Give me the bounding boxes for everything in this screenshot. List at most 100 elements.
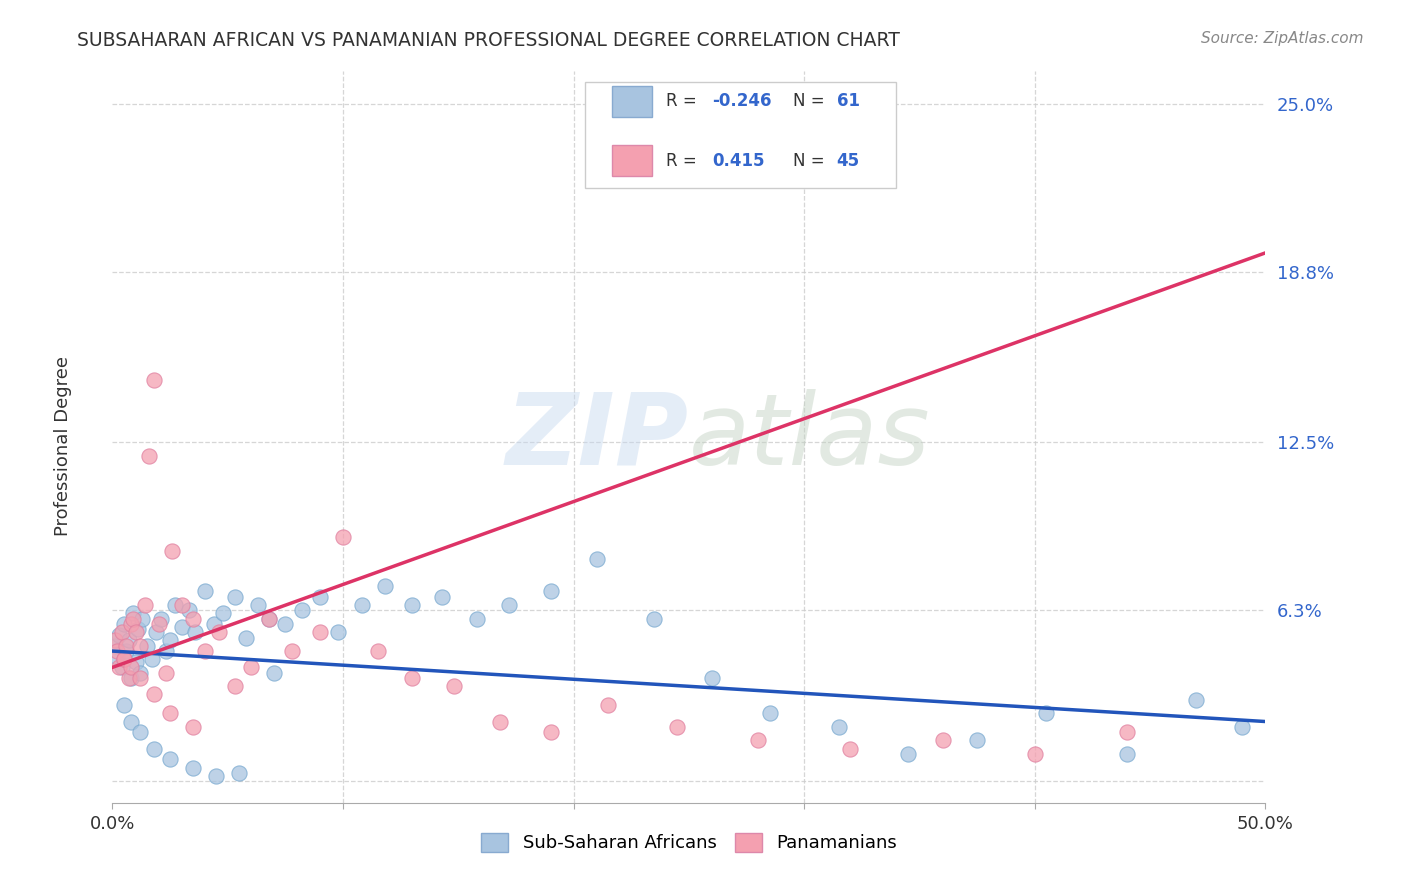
Point <box>259 611 281 625</box>
Point <box>145 625 167 640</box>
Point <box>212 606 235 620</box>
Point <box>122 611 145 625</box>
Point <box>239 660 262 674</box>
Point <box>108 660 131 674</box>
Point <box>328 625 350 640</box>
Point <box>159 706 181 721</box>
Point <box>129 665 152 680</box>
Point <box>105 644 128 658</box>
Point <box>228 766 250 780</box>
Point <box>350 598 373 612</box>
Text: Source: ZipAtlas.com: Source: ZipAtlas.com <box>1201 31 1364 46</box>
Bar <box>612 86 652 117</box>
Point <box>1232 720 1254 734</box>
Point <box>598 698 620 713</box>
Point <box>155 665 177 680</box>
Point <box>141 652 163 666</box>
Text: -0.246: -0.246 <box>711 93 772 111</box>
Point <box>143 373 166 387</box>
Point <box>131 611 153 625</box>
Point <box>111 625 134 640</box>
Point <box>112 698 135 713</box>
Point <box>489 714 512 729</box>
Point <box>966 733 988 747</box>
Point <box>122 606 145 620</box>
Legend: Sub-Saharan Africans, Panamanians: Sub-Saharan Africans, Panamanians <box>474 826 904 860</box>
Point <box>540 584 562 599</box>
Point <box>194 584 217 599</box>
Point <box>246 598 269 612</box>
Point <box>170 620 193 634</box>
Point <box>120 671 142 685</box>
Point <box>585 552 607 566</box>
Point <box>159 752 181 766</box>
Point <box>115 639 138 653</box>
Point <box>309 590 332 604</box>
Point <box>259 611 281 625</box>
Point <box>263 665 285 680</box>
Point <box>159 633 181 648</box>
Point <box>143 688 166 702</box>
Text: R =: R = <box>666 152 702 169</box>
Point <box>498 598 520 612</box>
Point <box>443 679 465 693</box>
Point <box>120 714 142 729</box>
Text: ZIP: ZIP <box>506 389 689 485</box>
Point <box>207 625 229 640</box>
Point <box>1024 747 1046 761</box>
Point <box>129 639 152 653</box>
Point <box>104 639 127 653</box>
Point <box>134 598 156 612</box>
Text: N =: N = <box>793 152 830 169</box>
Point <box>177 603 200 617</box>
Point <box>205 769 228 783</box>
Point <box>1185 693 1208 707</box>
Point <box>643 611 665 625</box>
Point <box>194 644 217 658</box>
Point <box>136 639 159 653</box>
Point <box>235 631 257 645</box>
Point <box>105 649 128 664</box>
Point <box>112 652 135 666</box>
Point <box>931 733 953 747</box>
Point <box>401 671 423 685</box>
Point <box>367 644 389 658</box>
Point <box>115 644 138 658</box>
Point <box>432 590 454 604</box>
Text: 61: 61 <box>837 93 859 111</box>
Text: N =: N = <box>793 93 830 111</box>
Point <box>290 603 312 617</box>
Point <box>124 625 146 640</box>
Point <box>127 623 149 637</box>
Point <box>184 625 207 640</box>
Point <box>170 598 193 612</box>
Point <box>129 671 152 685</box>
Point <box>181 720 204 734</box>
Point <box>120 660 142 674</box>
Text: R =: R = <box>666 93 702 111</box>
Point <box>117 671 139 685</box>
Point <box>104 633 127 648</box>
Point <box>120 617 142 632</box>
Point <box>162 544 184 558</box>
Point <box>897 747 920 761</box>
Point <box>540 725 562 739</box>
Point <box>108 628 131 642</box>
Point <box>143 741 166 756</box>
Point <box>828 720 851 734</box>
Point <box>124 655 146 669</box>
Point <box>149 611 172 625</box>
Point <box>747 733 769 747</box>
Point <box>224 679 246 693</box>
Point <box>1116 747 1139 761</box>
Point <box>465 611 488 625</box>
Point <box>111 660 134 674</box>
Point <box>666 720 689 734</box>
Point <box>181 761 204 775</box>
Point <box>112 652 135 666</box>
Point <box>181 611 204 625</box>
Text: atlas: atlas <box>689 389 931 485</box>
Point <box>374 579 396 593</box>
Point <box>112 617 135 632</box>
Point <box>758 706 780 721</box>
